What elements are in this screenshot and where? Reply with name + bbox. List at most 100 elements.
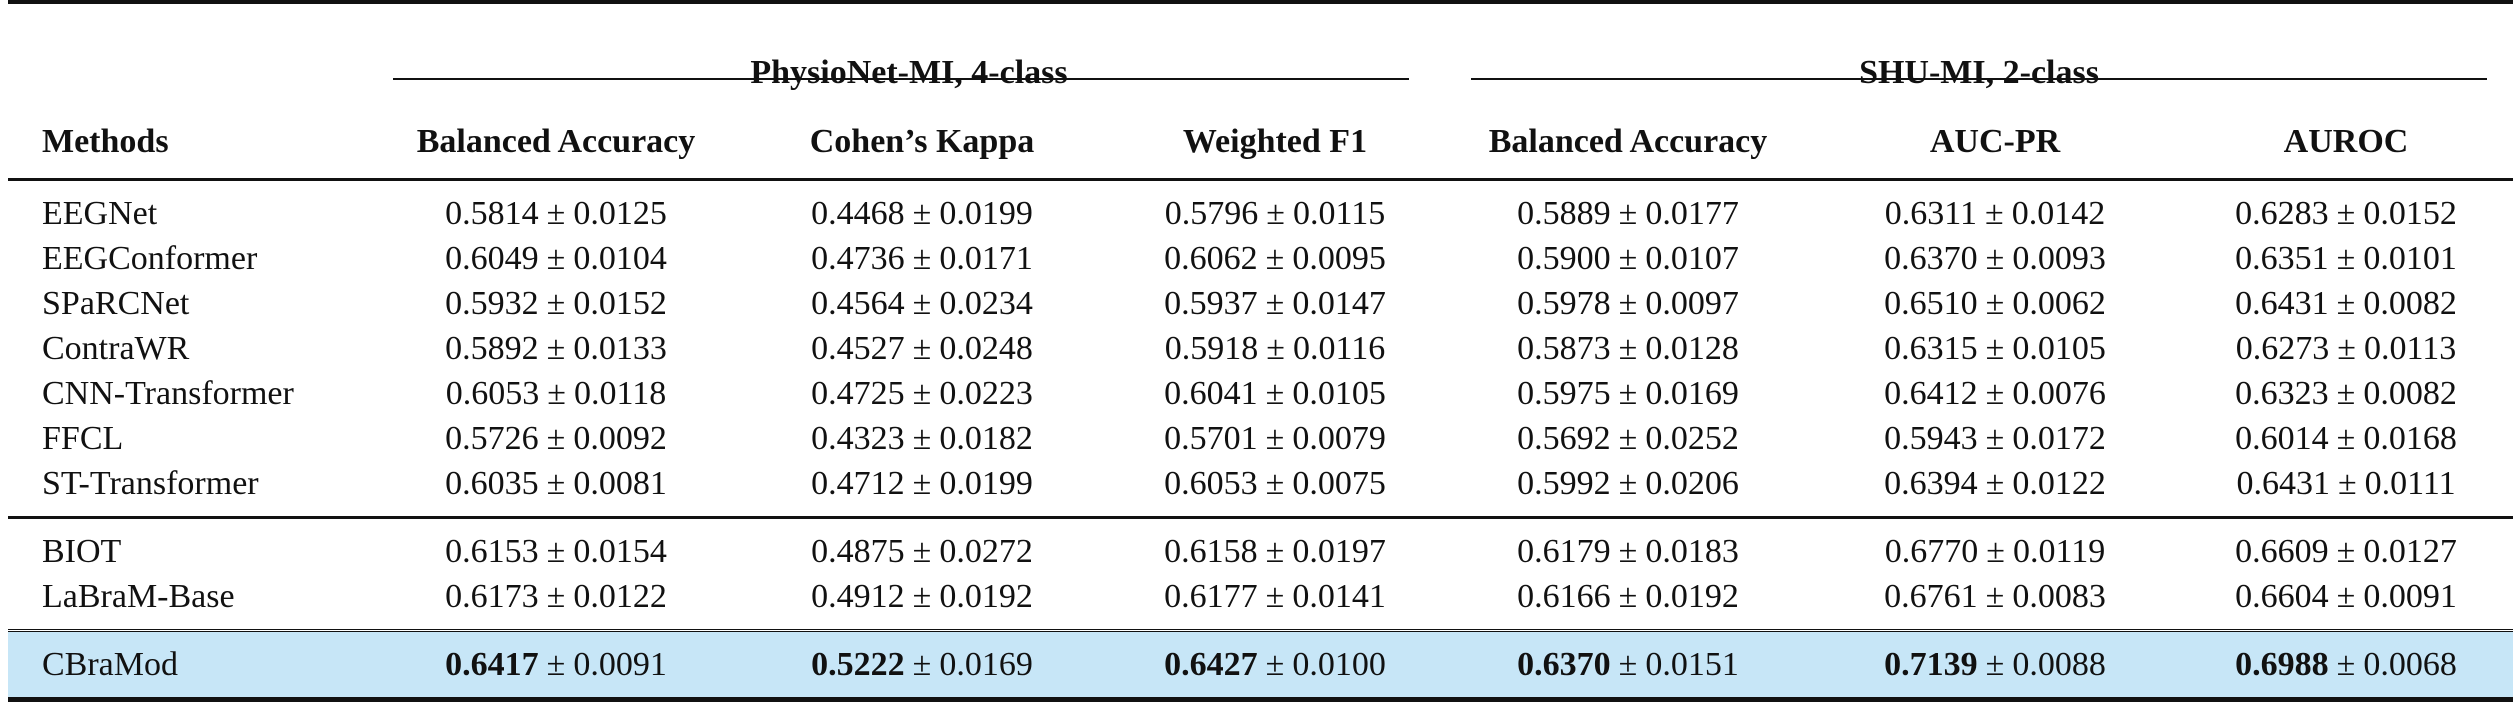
metric-std: 0.0082 [2363,375,2457,412]
metric-std: 0.0199 [939,195,1033,232]
metric-mean: 0.6283 [2235,195,2329,232]
plus-minus-symbol: ± [912,195,932,232]
metric-mean: 0.4468 [811,195,905,232]
plus-minus-symbol: ± [2336,533,2356,570]
metric-cell: 0.6427 ±0.0100 [1105,629,1445,702]
metric-std: 0.0105 [2012,330,2106,367]
metric-cell: 0.5978 ±0.0097 [1445,281,1811,326]
metric-cell: 0.5937 ±0.0147 [1105,281,1445,326]
metric-mean: 0.5889 [1517,195,1611,232]
plus-minus-symbol: ± [1985,420,2005,457]
metric-mean: 0.5932 [445,285,539,322]
group-rule-shu [1471,78,2487,80]
metric-cell: 0.5796 ±0.0115 [1105,180,1445,237]
metric-mean: 0.6323 [2235,375,2329,412]
metric-std: 0.0100 [1292,646,1386,683]
metric-mean: 0.5814 [445,195,539,232]
column-header-methods: Methods [8,106,373,181]
plus-minus-symbol: ± [546,195,566,232]
plus-minus-symbol: ± [1985,285,2005,322]
metric-cell: 0.6431 ±0.0082 [2179,281,2513,326]
metric-mean: 0.5978 [1517,285,1611,322]
metric-std: 0.0151 [1645,646,1739,683]
metric-mean: 0.5692 [1517,420,1611,457]
column-header-physionet-balanced-accuracy: Balanced Accuracy [373,106,739,181]
plus-minus-symbol: ± [2337,465,2357,502]
metric-std: 0.0154 [573,533,667,570]
metric-std: 0.0248 [939,330,1033,367]
metric-mean: 0.5892 [445,330,539,367]
plus-minus-symbol: ± [1265,240,1285,277]
plus-minus-symbol: ± [912,533,932,570]
table-body: EEGNet 0.5814 ±0.0125 0.4468 ±0.0199 0.5796 ±0… [8,180,2514,702]
metric-std: 0.0083 [2012,578,2106,615]
plus-minus-symbol: ± [546,420,566,457]
metric-cell: 0.6315 ±0.0105 [1811,326,2179,371]
metric-mean: 0.6370 [1884,240,1978,277]
metric-cell: 0.6417 ±0.0091 [373,629,739,702]
plus-minus-symbol: ± [2336,578,2356,615]
plus-minus-symbol: ± [1265,578,1285,615]
metric-mean: 0.7139 [1884,646,1978,683]
metric-cell: 0.6177 ±0.0141 [1105,574,1445,631]
metric-cell: 0.6166 ±0.0192 [1445,574,1811,631]
metric-std: 0.0192 [1645,578,1739,615]
metric-mean: 0.4527 [811,330,905,367]
metric-mean: 0.6177 [1164,578,1258,615]
metric-std: 0.0141 [1292,578,1386,615]
metric-mean: 0.6394 [1884,465,1978,502]
metric-cell: 0.6035 ±0.0081 [373,461,739,518]
plus-minus-symbol: ± [546,578,566,615]
metric-cell: 0.6510 ±0.0062 [1811,281,2179,326]
plus-minus-symbol: ± [2336,285,2356,322]
metric-std: 0.0116 [1292,330,1386,367]
plus-minus-symbol: ± [912,465,932,502]
plus-minus-symbol: ± [2336,375,2356,412]
method-name-cell: BIOT [8,516,373,574]
plus-minus-symbol: ± [2336,646,2356,683]
metric-mean: 0.5900 [1517,240,1611,277]
metric-mean: 0.6273 [2235,330,2330,367]
metric-cell: 0.4736 ±0.0171 [739,236,1105,281]
metric-mean: 0.6427 [1164,646,1258,683]
metric-cell: 0.6053 ±0.0118 [373,371,739,416]
metric-mean: 0.6761 [1884,578,1978,615]
metric-cell: 0.6431 ±0.0111 [2179,461,2513,518]
plus-minus-symbol: ± [1985,240,2005,277]
metric-mean: 0.5726 [445,420,539,457]
metric-mean: 0.5873 [1517,330,1611,367]
metric-cell: 0.6158 ±0.0197 [1105,516,1445,574]
group-header-row: PhysioNet-MI, 4-class SHU-MI, 2-class [8,0,2514,106]
plus-minus-symbol: ± [1618,285,1638,322]
metric-cell: 0.6311 ±0.0142 [1811,180,2179,237]
metric-cell: 0.6351 ±0.0101 [2179,236,2513,281]
metric-cell: 0.5889 ±0.0177 [1445,180,1811,237]
metric-mean: 0.6179 [1517,533,1611,570]
metric-std: 0.0252 [1645,420,1739,457]
method-name-cell: SPaRCNet [42,285,190,322]
metric-mean: 0.5918 [1164,330,1259,367]
metric-std: 0.0152 [573,285,667,322]
metric-cell: 0.6604 ±0.0091 [2179,574,2513,631]
metric-std: 0.0076 [2012,375,2106,412]
table-row: CNN-Transformer 0.6053 ±0.0118 0.4725 ±0.022… [8,371,2513,416]
metric-mean: 0.6158 [1164,533,1258,570]
metric-mean: 0.6062 [1164,240,1258,277]
metric-std: 0.0075 [1292,465,1386,502]
plus-minus-symbol: ± [1986,533,2005,570]
table-row: ContraWR 0.5892 ±0.0133 0.4527 ±0.0248 0.5918… [8,326,2513,371]
metric-cell: 0.5992 ±0.0206 [1445,461,1811,518]
table-row: BIOT 0.6153 ±0.0154 0.4875 ±0.0272 0.6158 ±0.0… [8,516,2514,574]
metric-cell: 0.6049 ±0.0104 [373,236,739,281]
metric-std: 0.0234 [939,285,1033,322]
metric-cell: 0.5692 ±0.0252 [1445,416,1811,461]
metric-std: 0.0122 [573,578,667,615]
plus-minus-symbol: ± [912,375,932,412]
metric-std: 0.0088 [2012,646,2106,683]
plus-minus-symbol: ± [1985,330,2005,367]
plus-minus-symbol: ± [2336,420,2356,457]
metric-mean: 0.5992 [1517,465,1611,502]
metric-cell: 0.5222 ±0.0169 [739,629,1105,702]
plus-minus-symbol: ± [1265,646,1285,683]
column-header-shu-auroc: AUROC [2179,106,2514,181]
